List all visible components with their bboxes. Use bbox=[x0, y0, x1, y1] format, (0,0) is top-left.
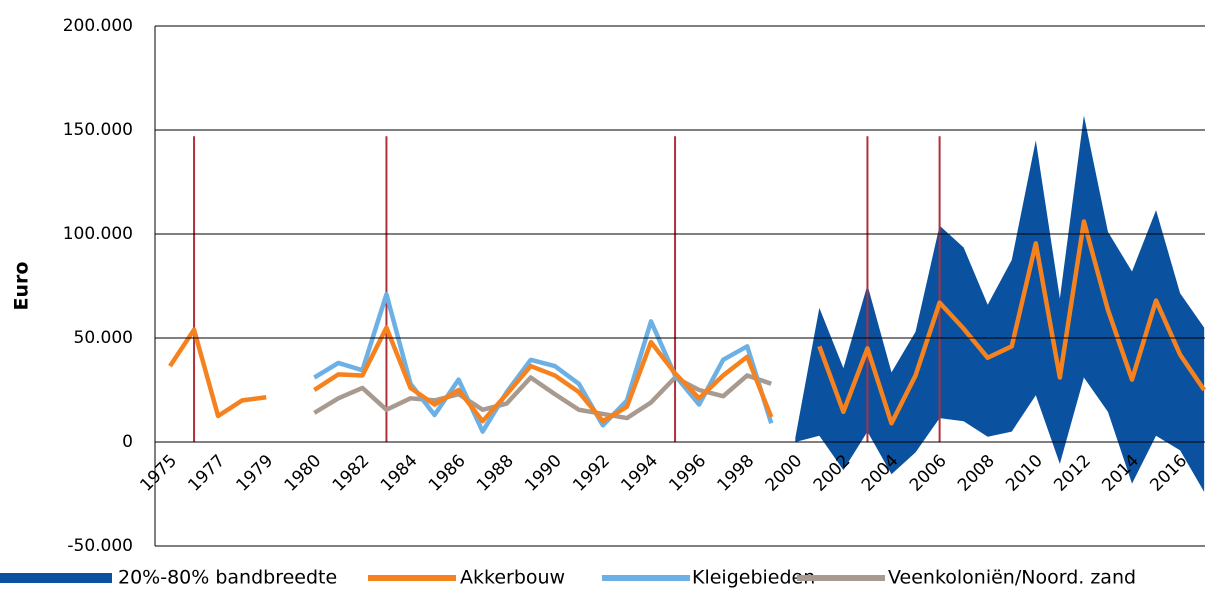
y-tick-label: 150.000 bbox=[63, 120, 133, 140]
x-tick-label: 1986 bbox=[425, 451, 470, 496]
x-tick-label: 1975 bbox=[136, 451, 181, 496]
y-tick-label: 200.000 bbox=[63, 16, 133, 36]
x-tick-label: 1994 bbox=[617, 451, 662, 496]
series-line bbox=[313, 292, 774, 434]
legend-label: 20%-80% bandbreedte bbox=[118, 567, 337, 589]
legend-swatch bbox=[0, 573, 112, 583]
x-tick-label: 1988 bbox=[473, 451, 518, 496]
x-tick-label: 1990 bbox=[521, 451, 566, 496]
y-tick-label: 0 bbox=[122, 432, 133, 452]
plot-area bbox=[168, 115, 1207, 492]
y-axis-label: Euro bbox=[11, 262, 33, 311]
legend-label: Akkerbouw bbox=[460, 567, 565, 589]
x-tick-label: 1979 bbox=[233, 451, 278, 496]
legend-label: Veenkoloniën/Noord. zand bbox=[888, 567, 1136, 589]
x-tick-label: 1977 bbox=[184, 451, 229, 496]
x-tick-label: 1980 bbox=[281, 451, 326, 496]
y-tick-label: 100.000 bbox=[63, 224, 133, 244]
x-tick-label: 1992 bbox=[569, 451, 614, 496]
y-tick-label: -50.000 bbox=[67, 536, 133, 556]
x-tick-label: 2008 bbox=[954, 451, 999, 496]
x-tick-label: 2000 bbox=[762, 451, 807, 496]
band-area bbox=[795, 115, 1205, 492]
x-tick-label: 2006 bbox=[906, 451, 951, 496]
x-tick-label: 2012 bbox=[1050, 451, 1095, 496]
x-tick-label: 2010 bbox=[1002, 451, 1047, 496]
series-line bbox=[313, 373, 772, 421]
x-tick-label: 1996 bbox=[665, 451, 710, 496]
x-tick-label: 1982 bbox=[329, 451, 374, 496]
y-tick-label: 50.000 bbox=[74, 328, 133, 348]
legend-label: Kleigebieden bbox=[692, 567, 815, 589]
x-tick-label: 1998 bbox=[714, 451, 759, 496]
x-tick-label: 1984 bbox=[377, 451, 422, 496]
